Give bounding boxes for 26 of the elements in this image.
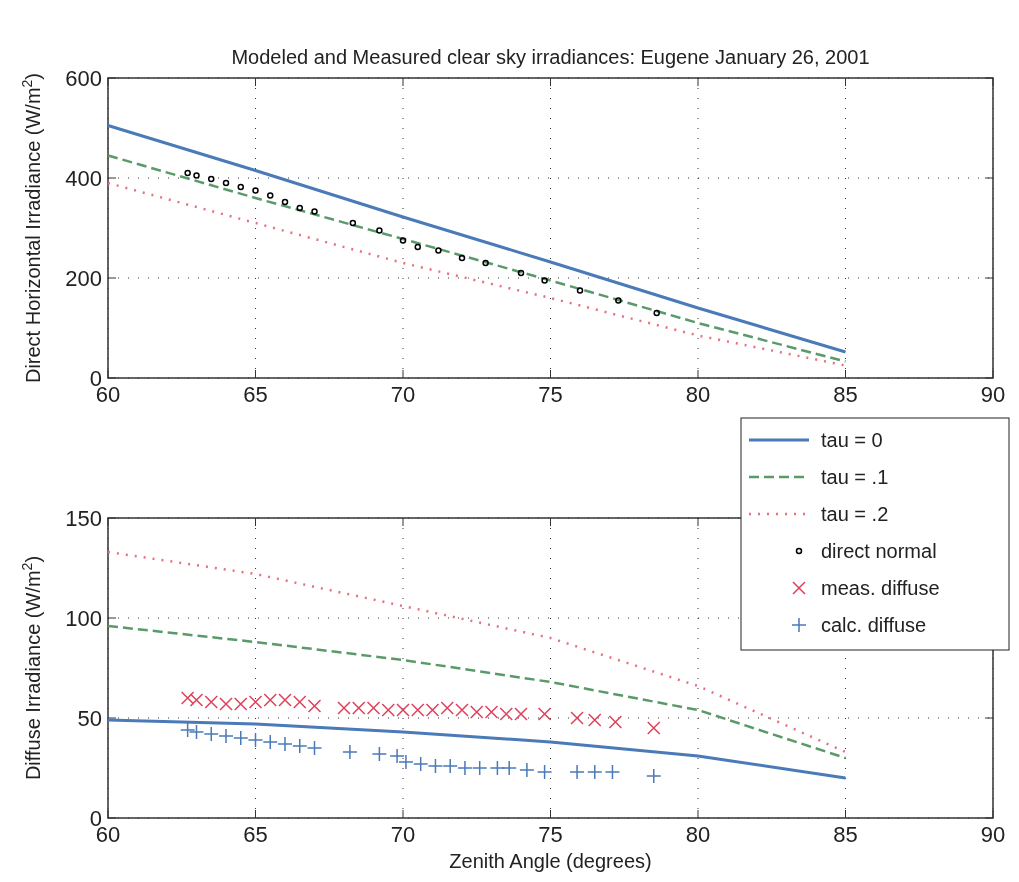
x-tick-label: 75 <box>538 382 563 407</box>
legend-label: tau = 0 <box>821 429 883 451</box>
chart-title: Modeled and Measured clear sky irradiances: Eugene January 26, 2001 <box>231 46 870 68</box>
legend-label: calc. diffuse <box>821 614 927 636</box>
x-tick-label: 70 <box>390 382 416 407</box>
x-tick-label: 65 <box>243 822 268 847</box>
y-tick-label: 50 <box>77 705 102 731</box>
legend-label: meas. diffuse <box>821 577 940 599</box>
x-tick-label: 90 <box>980 822 1006 847</box>
y-tick-label: 100 <box>65 605 102 631</box>
x-tick-label: 85 <box>833 822 858 847</box>
x-tick-label: 70 <box>390 822 416 847</box>
x-tick-label: 85 <box>833 382 858 407</box>
y-tick-label: 400 <box>65 165 102 191</box>
legend-label: direct normal <box>821 540 937 562</box>
x-axis-title: Zenith Angle (degrees) <box>449 850 652 872</box>
legend-label: tau = .1 <box>821 466 889 488</box>
x-tick-label: 65 <box>243 382 268 407</box>
legend-label: tau = .2 <box>821 503 889 525</box>
x-tick-label: 80 <box>685 822 711 847</box>
y-tick-label: 150 <box>65 505 102 531</box>
x-tick-label: 80 <box>685 382 711 407</box>
y-tick-label: 200 <box>65 265 102 291</box>
y-tick-label: 600 <box>65 65 102 91</box>
x-tick-label: 90 <box>980 382 1006 407</box>
x-tick-label: 75 <box>538 822 563 847</box>
